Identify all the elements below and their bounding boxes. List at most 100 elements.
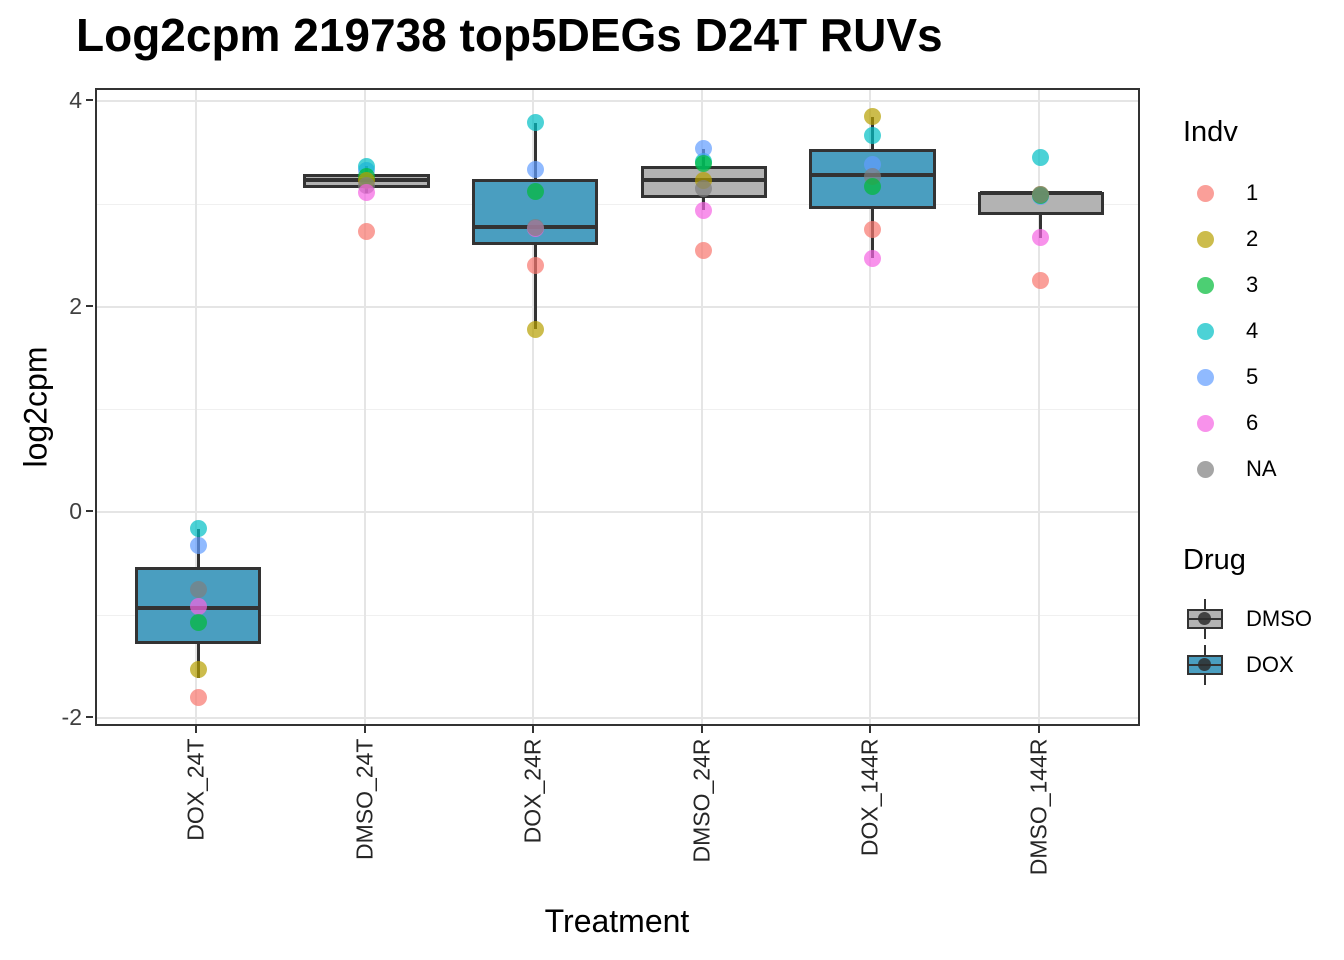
box-group-DMSO_144R	[97, 90, 1138, 724]
gridline-major	[97, 716, 1138, 719]
y-axis-tick	[86, 715, 93, 718]
y-axis-tick	[86, 99, 93, 102]
legend-dot-icon	[1196, 230, 1214, 248]
box-group-DMSO_24T	[97, 90, 1138, 724]
box-group-DMSO_24R	[97, 90, 1138, 724]
data-point-indv-4	[526, 114, 544, 132]
legend-item-indv-2: 2	[1183, 216, 1344, 262]
data-point-indv-6	[358, 184, 376, 202]
gridline-minor	[97, 409, 1138, 411]
box-group-DOX_24R	[97, 90, 1138, 724]
x-tick-label-text: DOX_24T	[182, 738, 209, 841]
x-axis-tick	[700, 726, 703, 733]
legend-key	[1183, 403, 1227, 443]
legend-dot-icon	[1196, 414, 1214, 432]
data-point-indv-2	[189, 660, 207, 678]
legend-indv-title: Indv	[1183, 116, 1238, 148]
legend-key	[1183, 449, 1227, 489]
legend-item-label: 5	[1246, 364, 1259, 389]
legend-item-indv-4: 4	[1183, 308, 1344, 354]
legend-dot-icon	[1196, 184, 1214, 202]
legend-key	[1183, 173, 1227, 213]
legend-key	[1183, 265, 1227, 305]
gridline-vertical	[1037, 90, 1040, 724]
x-tick-label: DOX_24T	[111, 735, 281, 911]
legend-boxplot-key-icon	[1183, 599, 1227, 639]
key-point	[1198, 612, 1211, 625]
y-axis-tick	[86, 304, 93, 307]
y-axis-tick	[86, 510, 93, 513]
x-axis-title: Treatment	[544, 903, 690, 939]
data-point-indv-6	[695, 201, 713, 219]
data-point-indv-3	[695, 155, 713, 173]
legend-key	[1183, 357, 1227, 397]
data-point-indv-3	[526, 183, 544, 201]
x-tick-label: DMSO_24R	[617, 735, 787, 911]
data-point-indv-1	[526, 257, 544, 275]
x-tick-label-text: DOX_144R	[856, 738, 883, 856]
data-point-indv-6	[189, 598, 207, 616]
gridline-vertical	[195, 90, 198, 724]
legend-item-label: 2	[1246, 226, 1259, 251]
x-axis-tick	[1037, 726, 1040, 733]
y-tick-label: 4	[69, 87, 82, 114]
data-point-indv-NA	[526, 219, 544, 237]
x-tick-label: DOX_144R	[785, 735, 955, 911]
legend-boxplot-key-icon	[1183, 645, 1227, 685]
legend-drug-items: DMSO DOX	[1183, 596, 1344, 688]
legend-item-indv-NA: NA	[1183, 446, 1344, 492]
gridline-vertical	[869, 90, 872, 724]
legend-item-drug-DOX: DOX	[1183, 642, 1344, 688]
data-point-indv-4	[863, 126, 881, 144]
x-tick-label-text: DMSO_144R	[1025, 738, 1052, 875]
legend-item-label: 1	[1246, 180, 1259, 205]
data-point-indv-NA	[695, 180, 713, 198]
x-axis-tick	[195, 726, 198, 733]
legend-item-label: 6	[1246, 410, 1259, 435]
y-axis-title: log2cpm	[17, 346, 54, 468]
plot-title: Log2cpm 219738 top5DEGs D24T RUVs	[76, 9, 943, 61]
legend-dot-icon	[1196, 368, 1214, 386]
legend-item-label: 3	[1246, 272, 1259, 297]
y-tick-label: 2	[69, 292, 82, 319]
box-group-DOX_144R	[97, 90, 1138, 724]
data-point-indv-2	[526, 320, 544, 338]
x-axis-tick	[869, 726, 872, 733]
gridline-minor	[97, 614, 1138, 616]
x-tick-label-text: DMSO_24T	[351, 738, 378, 860]
data-point-indv-3	[189, 613, 207, 631]
gridline-minor	[97, 203, 1138, 205]
gridline-vertical	[700, 90, 703, 724]
data-point-indv-4	[189, 520, 207, 538]
data-point-indv-1	[1032, 271, 1050, 289]
legend-key	[1183, 219, 1227, 259]
data-point-indv-1	[189, 688, 207, 706]
legend-item-indv-5: 5	[1183, 354, 1344, 400]
x-tick-label: DMSO_144R	[954, 735, 1124, 911]
x-tick-label-text: DOX_24R	[519, 738, 546, 843]
key-point	[1198, 658, 1211, 671]
gridline-major	[97, 511, 1138, 514]
legend-item-label: NA	[1246, 456, 1277, 481]
data-point-indv-3	[863, 178, 881, 196]
data-point-indv-2	[863, 108, 881, 126]
legend-item-indv-6: 6	[1183, 400, 1344, 446]
plot-panel	[95, 88, 1140, 726]
x-tick-label: DOX_24R	[448, 735, 618, 911]
gridline-major	[97, 100, 1138, 103]
data-point-indv-NA	[1032, 186, 1050, 204]
y-tick-label: -2	[61, 703, 82, 730]
data-point-indv-1	[863, 221, 881, 239]
legend-dot-icon	[1196, 276, 1214, 294]
data-point-indv-4	[1032, 149, 1050, 167]
x-tick-label-text: DMSO_24R	[688, 738, 715, 862]
legend-indv-items: 1 2 3 4 5 6 NA	[1183, 170, 1344, 492]
data-point-indv-6	[863, 249, 881, 267]
gridline-vertical	[532, 90, 535, 724]
x-axis-tick	[363, 726, 366, 733]
legend-item-label: DOX	[1246, 652, 1294, 677]
x-axis-tick	[532, 726, 535, 733]
gridline-major	[97, 305, 1138, 308]
y-tick-label: 0	[69, 498, 82, 525]
